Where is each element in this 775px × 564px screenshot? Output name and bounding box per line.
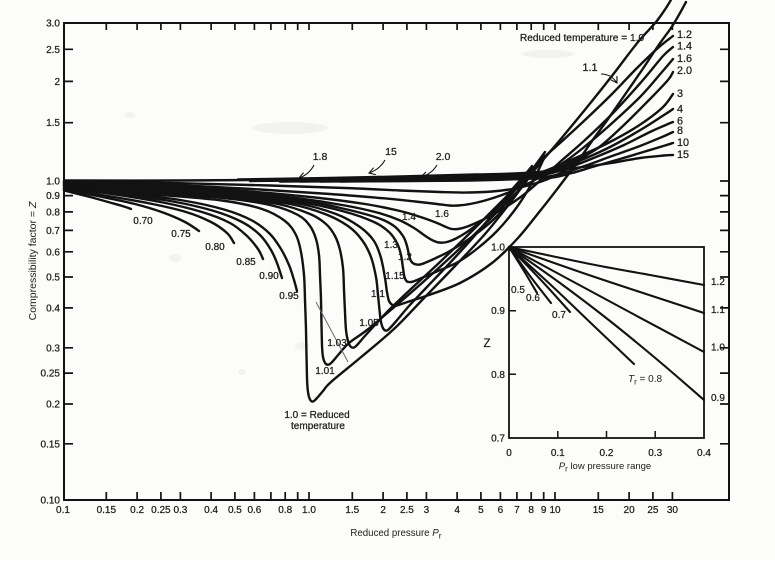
svg-text:0.5: 0.5 xyxy=(228,505,242,516)
svg-text:5: 5 xyxy=(478,505,484,516)
svg-text:0.95: 0.95 xyxy=(279,291,299,302)
svg-text:0.10: 0.10 xyxy=(41,496,61,507)
svg-text:25: 25 xyxy=(647,505,659,516)
svg-text:0.2: 0.2 xyxy=(46,400,60,411)
svg-text:1.05: 1.05 xyxy=(359,318,379,329)
svg-text:Reduced temperature = 1.0: Reduced temperature = 1.0 xyxy=(520,33,645,44)
svg-text:7: 7 xyxy=(514,505,520,516)
svg-text:0.9: 0.9 xyxy=(46,191,60,202)
svg-text:6: 6 xyxy=(677,116,683,128)
svg-text:0.1: 0.1 xyxy=(56,505,70,516)
svg-text:1.0: 1.0 xyxy=(491,243,505,254)
svg-text:1.6: 1.6 xyxy=(435,209,449,220)
svg-text:Reduced pressure Pr: Reduced pressure Pr xyxy=(350,528,441,541)
svg-text:2.0: 2.0 xyxy=(436,151,451,163)
svg-text:0.90: 0.90 xyxy=(259,271,279,282)
svg-text:1.0 = Reduced: 1.0 = Reduced xyxy=(284,410,349,421)
svg-text:10: 10 xyxy=(677,137,689,149)
svg-text:0.70: 0.70 xyxy=(133,216,153,227)
svg-text:0: 0 xyxy=(506,448,512,459)
svg-text:1.01: 1.01 xyxy=(315,366,335,377)
svg-text:8: 8 xyxy=(677,125,683,137)
svg-text:0.3: 0.3 xyxy=(173,505,187,516)
svg-text:0.4: 0.4 xyxy=(46,303,60,314)
svg-text:10: 10 xyxy=(549,505,561,516)
svg-text:0.7: 0.7 xyxy=(46,226,60,237)
svg-text:1.2: 1.2 xyxy=(677,29,692,41)
svg-text:0.15: 0.15 xyxy=(97,505,117,516)
svg-text:15: 15 xyxy=(593,505,605,516)
svg-text:0.8: 0.8 xyxy=(278,505,292,516)
svg-text:0.25: 0.25 xyxy=(151,505,171,516)
svg-text:1.0: 1.0 xyxy=(302,505,316,516)
svg-text:0.1: 0.1 xyxy=(551,448,565,459)
svg-text:6: 6 xyxy=(498,505,504,516)
svg-text:30: 30 xyxy=(667,505,679,516)
svg-text:1.0: 1.0 xyxy=(46,177,60,188)
svg-text:0.3: 0.3 xyxy=(648,448,662,459)
svg-text:0.5: 0.5 xyxy=(46,273,60,284)
svg-text:2: 2 xyxy=(380,505,386,516)
svg-text:1.1: 1.1 xyxy=(371,289,385,300)
svg-text:0.9: 0.9 xyxy=(491,306,505,317)
svg-text:8: 8 xyxy=(528,505,534,516)
svg-text:1.5: 1.5 xyxy=(46,118,60,129)
svg-text:0.8: 0.8 xyxy=(491,370,505,381)
svg-text:0.2: 0.2 xyxy=(600,448,614,459)
svg-text:0.9: 0.9 xyxy=(711,393,725,404)
svg-text:0.75: 0.75 xyxy=(171,229,191,240)
svg-text:4: 4 xyxy=(677,104,683,116)
svg-text:2.5: 2.5 xyxy=(400,505,414,516)
svg-text:1.2: 1.2 xyxy=(398,252,412,263)
svg-text:0.25: 0.25 xyxy=(41,369,61,380)
svg-text:Z: Z xyxy=(483,338,490,350)
svg-text:Tr = 0.8: Tr = 0.8 xyxy=(628,374,663,387)
svg-text:temperature: temperature xyxy=(291,421,345,432)
svg-text:Compressibility factor = Z: Compressibility factor = Z xyxy=(27,201,39,320)
svg-text:3: 3 xyxy=(424,505,430,516)
svg-text:0.3: 0.3 xyxy=(46,343,60,354)
svg-text:15: 15 xyxy=(385,146,397,158)
svg-text:0.6: 0.6 xyxy=(46,247,60,258)
svg-text:15: 15 xyxy=(677,149,689,161)
svg-text:0.4: 0.4 xyxy=(697,448,711,459)
svg-text:0.8: 0.8 xyxy=(46,207,60,218)
svg-text:3.0: 3.0 xyxy=(46,19,60,30)
svg-text:0.80: 0.80 xyxy=(205,242,225,253)
svg-text:1.4: 1.4 xyxy=(677,41,692,53)
svg-text:1.0: 1.0 xyxy=(711,343,725,354)
svg-text:3: 3 xyxy=(677,88,683,100)
svg-text:0.6: 0.6 xyxy=(247,505,261,516)
svg-text:0.4: 0.4 xyxy=(204,505,218,516)
svg-text:2.0: 2.0 xyxy=(677,65,692,77)
svg-text:4: 4 xyxy=(454,505,460,516)
svg-text:1.03: 1.03 xyxy=(327,338,347,349)
svg-text:1.1: 1.1 xyxy=(711,305,725,316)
svg-text:1.15: 1.15 xyxy=(385,271,405,282)
svg-text:2: 2 xyxy=(54,77,60,88)
svg-text:1.5: 1.5 xyxy=(345,505,359,516)
svg-text:0.6: 0.6 xyxy=(526,293,540,304)
svg-text:0.5: 0.5 xyxy=(511,285,525,296)
svg-text:1.6: 1.6 xyxy=(677,53,692,65)
svg-text:1.2: 1.2 xyxy=(711,277,725,288)
svg-text:Pr low pressure range: Pr low pressure range xyxy=(559,461,651,474)
svg-text:2.5: 2.5 xyxy=(46,45,60,56)
svg-text:0.85: 0.85 xyxy=(236,257,256,268)
svg-text:1.3: 1.3 xyxy=(384,240,398,251)
svg-text:20: 20 xyxy=(624,505,636,516)
svg-text:9: 9 xyxy=(541,505,547,516)
svg-text:0.7: 0.7 xyxy=(552,310,566,321)
svg-text:1.4: 1.4 xyxy=(402,212,416,223)
svg-text:1.1: 1.1 xyxy=(582,62,597,74)
svg-text:0.7: 0.7 xyxy=(491,434,505,445)
svg-text:0.15: 0.15 xyxy=(41,439,61,450)
svg-text:1.8: 1.8 xyxy=(313,151,328,163)
svg-text:0.2: 0.2 xyxy=(130,505,144,516)
